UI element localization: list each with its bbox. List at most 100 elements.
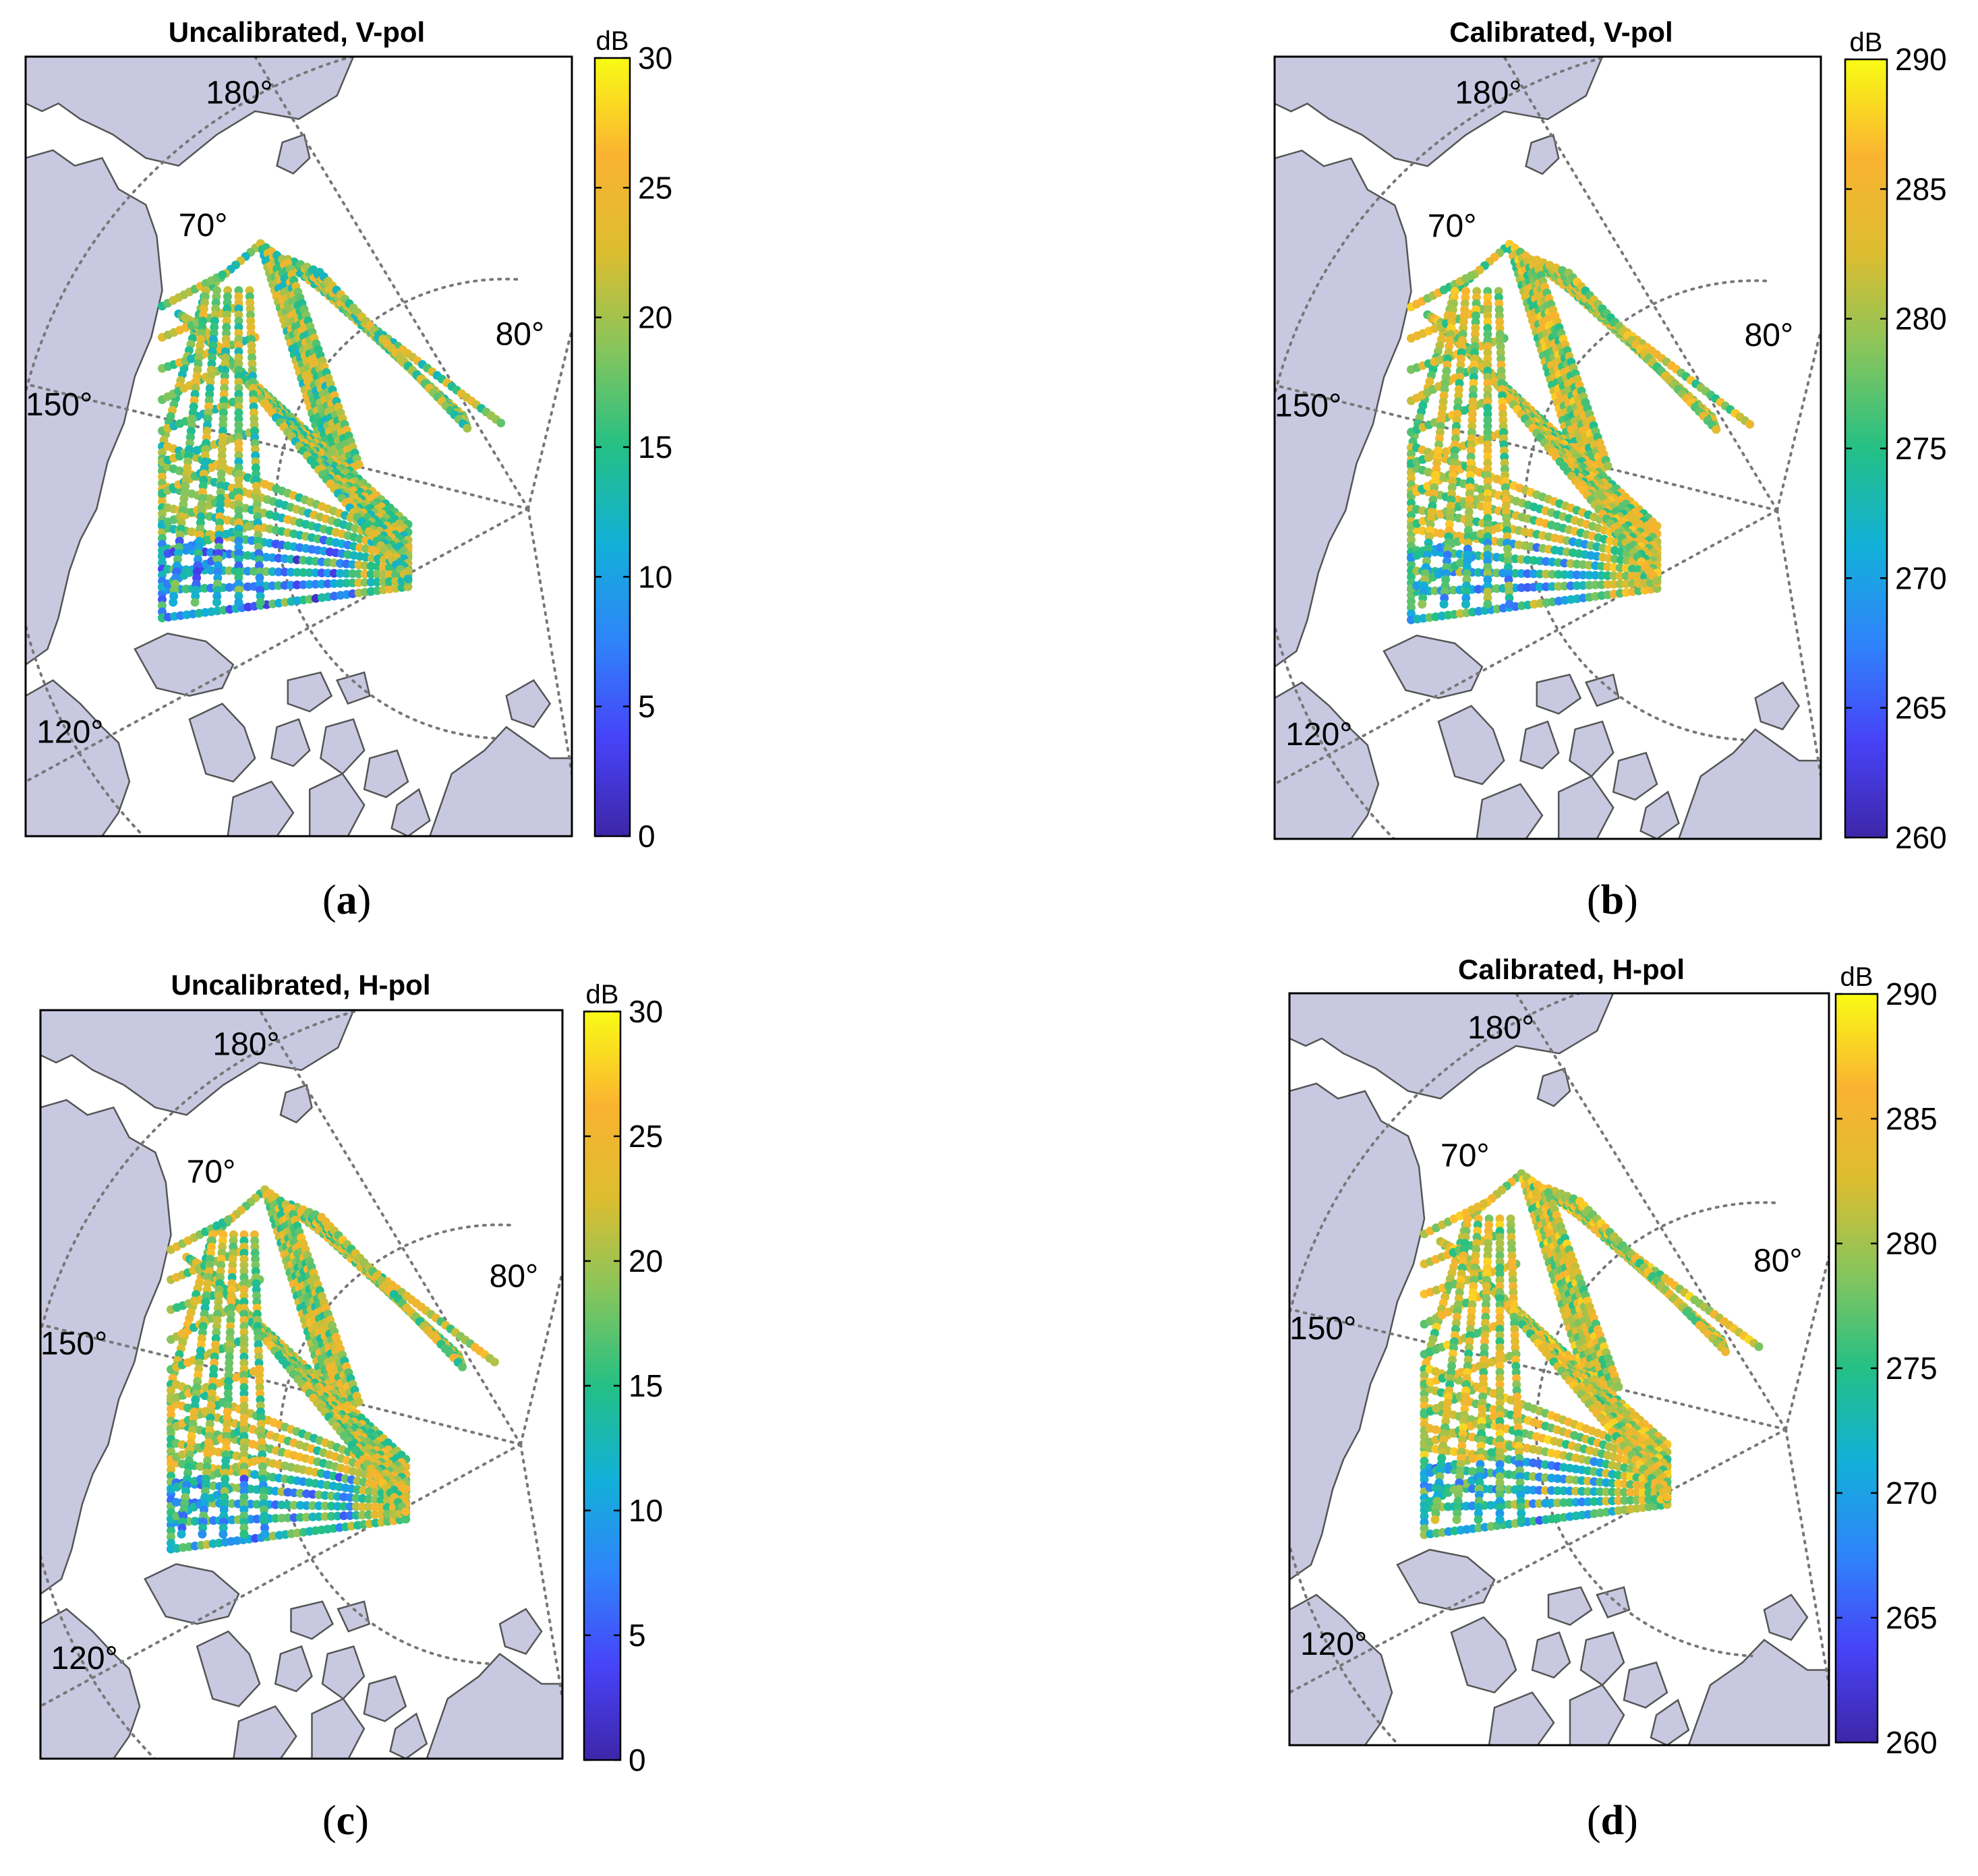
track-point (354, 460, 363, 469)
track-point (1483, 397, 1492, 407)
track-point (283, 1500, 293, 1510)
track-point (357, 1502, 367, 1512)
land-polygon (188, 702, 256, 783)
track-point (1560, 581, 1569, 591)
track-point (305, 580, 314, 589)
track-point (271, 1514, 280, 1523)
land-polygon (196, 1630, 261, 1707)
land-polygon (287, 671, 333, 713)
track-point (323, 579, 332, 589)
track-point (271, 1500, 280, 1509)
track-point (1494, 299, 1504, 308)
track-point (234, 591, 243, 601)
track-point (378, 577, 388, 587)
track-point (1585, 570, 1594, 580)
land-polygon (1525, 134, 1560, 175)
track-point (1492, 568, 1501, 578)
track-point (360, 569, 370, 579)
track-point (221, 359, 230, 369)
track-point (305, 568, 314, 577)
track-point (1496, 342, 1505, 351)
colorbar-unit: dB (1850, 28, 1883, 57)
track-point (1498, 403, 1507, 413)
track-point (1463, 556, 1472, 566)
meridian-line (1275, 508, 1779, 786)
track-point (223, 304, 232, 314)
track-point (1494, 293, 1503, 302)
track-point (348, 578, 357, 587)
track-point (1471, 311, 1480, 320)
meridian-line (40, 1442, 523, 1708)
track-point (1463, 532, 1473, 541)
track-point (1469, 372, 1478, 382)
parallel-line (40, 1010, 366, 1759)
track-point (293, 568, 301, 577)
track-point (1497, 379, 1507, 388)
land-polygon (335, 671, 371, 705)
track-point (234, 390, 243, 399)
track-point (1464, 520, 1474, 529)
track-point (200, 583, 209, 593)
track-point (234, 561, 243, 570)
track-point (1465, 501, 1474, 510)
track-point (1471, 324, 1480, 333)
track-point (1501, 489, 1511, 498)
track-point (336, 579, 345, 588)
track-point (1597, 570, 1606, 580)
colorbar-tick-label: 270 (1895, 560, 1947, 595)
track-point (1501, 477, 1510, 486)
colorbar-tick-label: 290 (1895, 42, 1947, 77)
track-point (1504, 575, 1513, 585)
land-polygon (26, 679, 131, 836)
track-point (249, 396, 258, 405)
track-point (1627, 579, 1637, 588)
land-polygon (1639, 790, 1680, 839)
track-point (1503, 556, 1513, 566)
track-point (1483, 311, 1492, 320)
track-point (289, 1513, 299, 1523)
track-point (190, 1517, 200, 1526)
track-point (234, 408, 243, 417)
track-point (354, 569, 363, 579)
track-point (234, 439, 243, 448)
track-point (158, 558, 167, 568)
track-point (254, 537, 263, 546)
land-polygon (389, 1712, 428, 1759)
track-point (1621, 571, 1631, 581)
track-point (1466, 465, 1475, 474)
land-polygon (1383, 635, 1484, 699)
track-point (163, 564, 173, 574)
track-point (1615, 579, 1625, 589)
track-point (234, 573, 243, 583)
track-point (1483, 287, 1492, 296)
track-point (326, 1512, 336, 1521)
track-point (250, 445, 260, 454)
track-point (1483, 520, 1492, 529)
track-point (351, 1511, 361, 1520)
track-point (1585, 581, 1594, 590)
panel-title: Calibrated, V-pol (1449, 16, 1672, 48)
track-point (227, 1515, 237, 1525)
track-point (225, 583, 234, 592)
track-point (1572, 581, 1581, 590)
track-point (1503, 532, 1512, 541)
track-point (1511, 568, 1520, 578)
track-point (1463, 526, 1473, 535)
track-point (1529, 569, 1538, 579)
track-point (1462, 562, 1472, 572)
track-point (317, 568, 326, 578)
track-point (382, 1503, 392, 1512)
track-point (222, 322, 231, 332)
track-point (1483, 508, 1492, 517)
track-point (1494, 311, 1504, 320)
track-point (1500, 452, 1509, 462)
map-area: 180°70°80°150°120° (39, 1009, 564, 1760)
track-point (1483, 501, 1492, 510)
meridian-line (26, 507, 530, 784)
track-point (360, 578, 370, 587)
track-point (158, 509, 167, 519)
track-point (1483, 428, 1492, 437)
track-point (167, 1465, 175, 1475)
track-point (234, 328, 243, 338)
lon-label-150: 150° (26, 387, 92, 423)
